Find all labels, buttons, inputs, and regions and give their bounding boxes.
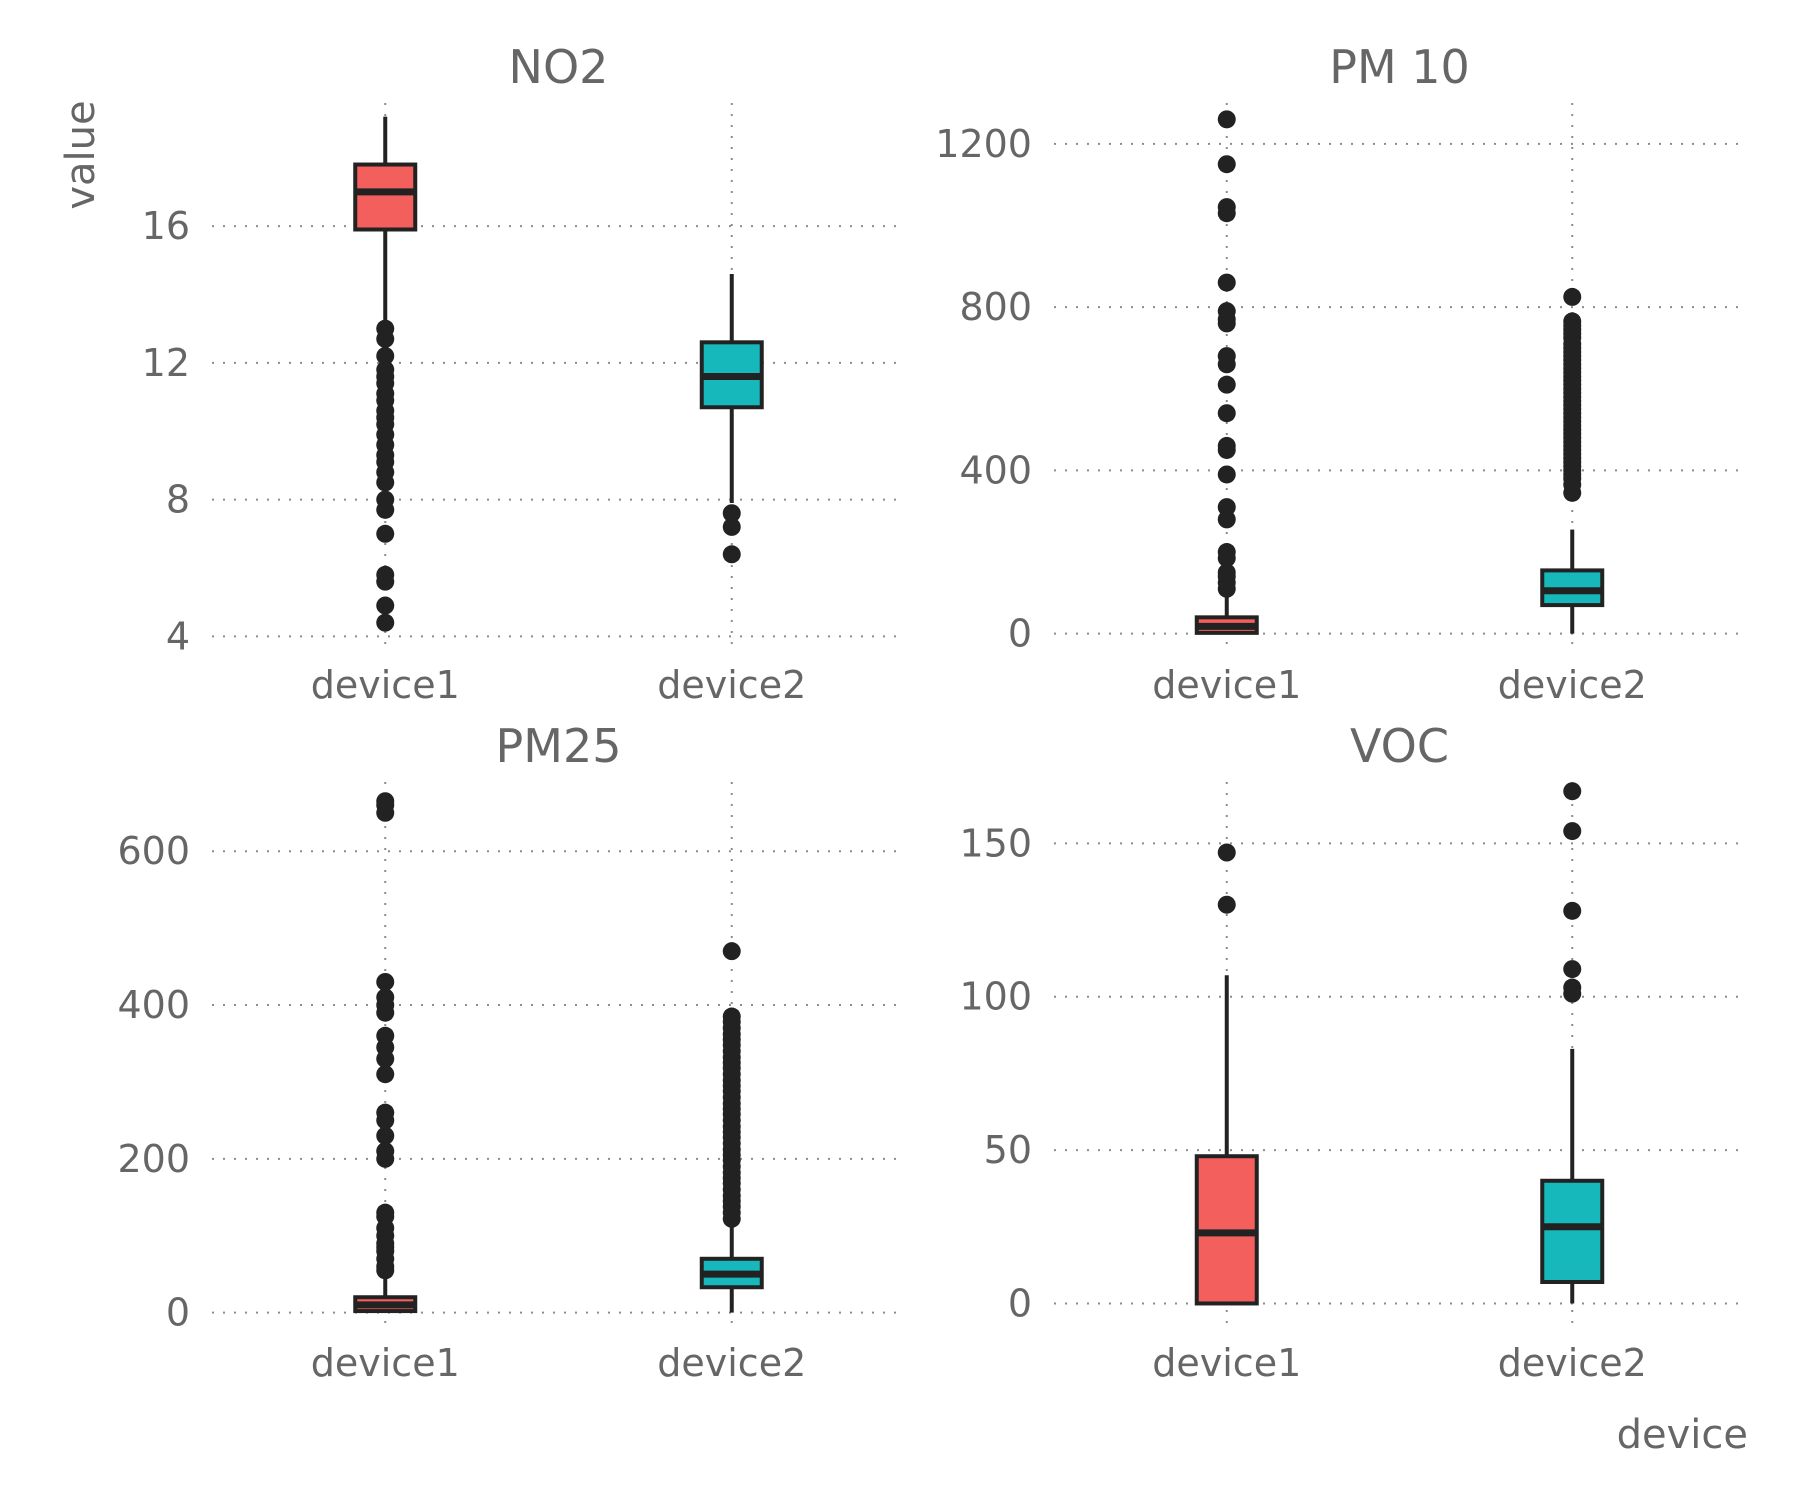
outlier-point (376, 1261, 395, 1280)
y-tick-label: 4 (166, 614, 190, 658)
outlier-point (722, 1209, 741, 1228)
outlier-point (376, 1065, 395, 1084)
y-tick-label: 12 (142, 341, 190, 385)
outlier-point (376, 500, 395, 519)
outlier-point (1217, 510, 1236, 529)
outlier-point (1563, 822, 1582, 841)
outlier-point (1217, 204, 1236, 223)
y-tick-label: 400 (117, 983, 190, 1027)
iqr-box (353, 162, 418, 232)
outlier-point (376, 1126, 395, 1145)
outlier-point (1217, 375, 1236, 394)
outlier-point (376, 803, 395, 822)
outlier-point (1217, 155, 1236, 174)
outlier-point (376, 1049, 395, 1068)
y-tick-label: 0 (1008, 1281, 1032, 1325)
outlier-point (376, 596, 395, 615)
outlier-point (722, 517, 741, 536)
outlier-point (1563, 984, 1582, 1003)
outlier-point (1217, 895, 1236, 914)
outlier-point (1217, 465, 1236, 484)
y-tick-label: 1200 (935, 122, 1032, 166)
x-tick-label: device1 (311, 1341, 460, 1385)
outlier-point (722, 942, 741, 961)
outlier-point (1563, 782, 1582, 801)
y-axis-label: value (58, 100, 104, 209)
x-tick-label: device1 (311, 663, 460, 707)
outlier-point (722, 504, 741, 523)
x-tick-label: device1 (1152, 663, 1301, 707)
x-tick-label: device1 (1152, 1341, 1301, 1385)
outlier-point (1217, 440, 1236, 459)
outlier-point (1217, 843, 1236, 862)
outlier-point (1217, 314, 1236, 333)
outlier-point (1563, 287, 1582, 306)
x-tick-label: device2 (1498, 663, 1647, 707)
outlier-point (1563, 960, 1582, 979)
box-device2 (699, 273, 764, 564)
iqr-box (1540, 1178, 1605, 1284)
outlier-point (376, 972, 395, 991)
box-device1 (1194, 843, 1259, 1306)
x-tick-label: device2 (1498, 1341, 1647, 1385)
box-device1 (353, 116, 418, 632)
outlier-point (376, 329, 395, 348)
x-axis-label: device (1617, 1412, 1748, 1458)
outlier-point (1217, 273, 1236, 292)
box-device2 (1540, 782, 1605, 1304)
y-tick-label: 150 (959, 821, 1032, 865)
y-tick-label: 0 (1008, 612, 1032, 656)
box-device1 (1194, 110, 1259, 635)
y-tick-label: 400 (959, 448, 1032, 492)
panel-no2: 4 8 12 16 device1 device2 NO2 (142, 40, 905, 707)
y-tick-label: 16 (142, 204, 190, 248)
y-tick-label: 8 (166, 478, 190, 522)
outlier-point (376, 524, 395, 543)
y-tick-label: 0 (166, 1291, 190, 1335)
outlier-point (376, 613, 395, 632)
panel-title: PM 10 (1329, 40, 1470, 94)
box-device2 (1540, 287, 1605, 634)
panel-title: NO2 (509, 40, 609, 94)
y-tick-label: 50 (984, 1128, 1032, 1172)
panel-pm25: 0 200 400 600 device1 device2 PM25 (117, 719, 905, 1385)
panel-title: PM25 (496, 719, 622, 773)
panel-pm-10: 0 400 800 1200 device1 device2 PM 10 (935, 40, 1745, 707)
y-tick-label: 100 (959, 975, 1032, 1019)
outlier-point (376, 1149, 395, 1168)
y-tick-label: 600 (117, 829, 190, 873)
outlier-point (376, 572, 395, 591)
x-tick-label: device2 (657, 663, 806, 707)
outlier-point (376, 346, 395, 365)
x-tick-label: device2 (657, 1341, 806, 1385)
outlier-point (1563, 901, 1582, 920)
box-device1 (353, 792, 418, 1314)
panel-voc: 0 50 100 150 device1 device2 VOC (959, 719, 1745, 1385)
chart-panels: 4 8 12 16 device1 device2 NO2 0 400 800 1200 device… (117, 40, 1745, 1385)
outlier-point (1217, 355, 1236, 374)
outlier-point (1217, 110, 1236, 129)
outlier-point (1217, 404, 1236, 423)
y-tick-label: 800 (959, 285, 1032, 329)
panel-title: VOC (1350, 719, 1449, 773)
outlier-point (1563, 483, 1582, 502)
y-tick-label: 200 (117, 1137, 190, 1181)
outlier-point (376, 473, 395, 492)
outlier-point (376, 1111, 395, 1130)
outlier-point (722, 545, 741, 564)
outlier-point (1217, 549, 1236, 568)
box-device2 (699, 942, 764, 1313)
outlier-point (1217, 579, 1236, 598)
outlier-point (376, 1003, 395, 1022)
